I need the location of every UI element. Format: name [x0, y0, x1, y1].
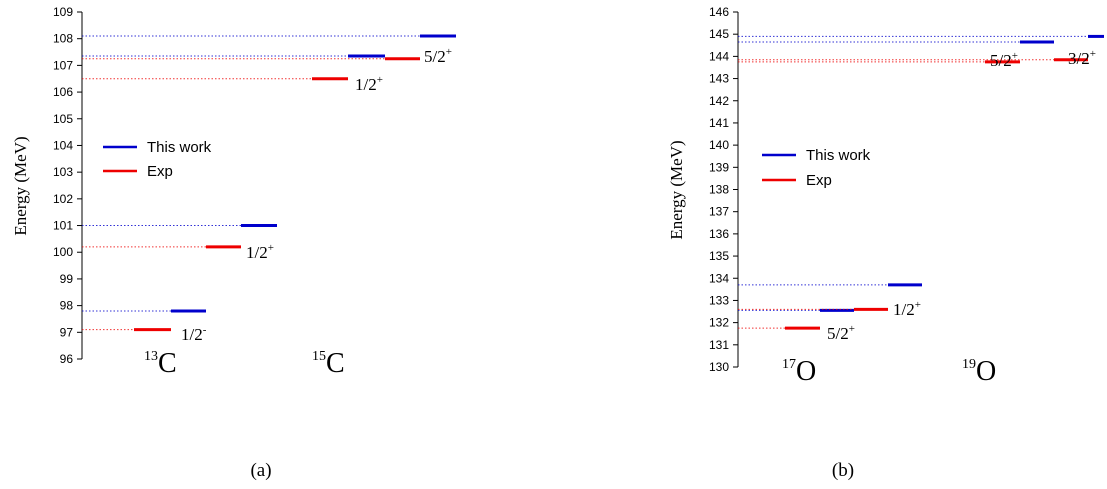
y-tick-label: 107 — [53, 58, 73, 72]
panel-1: 130 131 132 133 134 135 136 137 138 139 140 141 142 1… — [667, 5, 1104, 481]
legend-label: This work — [147, 139, 212, 156]
y-tick-label: 106 — [53, 85, 73, 99]
level-spin-label: 3/2+ — [1068, 48, 1096, 68]
level-spin-label: 1/2+ — [246, 242, 274, 262]
y-tick-label: 139 — [709, 160, 729, 174]
nucleus-label: 17O — [782, 356, 816, 387]
y-tick-label: 145 — [709, 27, 729, 41]
level-spin-label: 5/2+ — [990, 50, 1018, 70]
y-tick-label: 104 — [53, 138, 73, 152]
y-tick-label: 143 — [709, 72, 729, 86]
y-tick-label: 103 — [53, 165, 73, 179]
y-tick-label: 142 — [709, 94, 729, 108]
level-spin-label: 1/2+ — [893, 299, 921, 319]
level-spin-label: 1/2+ — [355, 74, 383, 94]
y-tick-label: 109 — [53, 5, 73, 19]
nucleus-label: 19O — [962, 356, 996, 387]
level-spin-label: 1/2- — [181, 324, 207, 344]
y-tick-label: 102 — [53, 192, 73, 206]
y-tick-label: 141 — [709, 116, 729, 130]
y-axis-title: Energy (MeV) — [667, 140, 686, 239]
y-tick-label: 131 — [709, 338, 729, 352]
y-tick-label: 97 — [60, 325, 74, 339]
y-tick-label: 137 — [709, 205, 729, 219]
legend-label: Exp — [806, 172, 832, 189]
y-tick-label: 133 — [709, 293, 729, 307]
y-tick-label: 98 — [60, 299, 74, 313]
panel-label: (a) — [250, 460, 271, 481]
panel-0: 96 97 98 99 100 101 102 103 104 105 106 107 108 109 En… — [11, 5, 456, 481]
y-tick-label: 99 — [60, 272, 74, 286]
y-tick-label: 100 — [53, 245, 73, 259]
nucleus-label: 15C — [312, 348, 345, 379]
y-axis-title: Energy (MeV) — [11, 136, 30, 235]
level-spin-label: 5/2+ — [827, 323, 855, 343]
legend-label: This work — [806, 147, 871, 164]
y-tick-label: 105 — [53, 112, 73, 126]
y-tick-label: 130 — [709, 360, 729, 374]
nucleus-label: 13C — [144, 348, 177, 379]
y-tick-label: 146 — [709, 5, 729, 19]
y-tick-label: 144 — [709, 49, 729, 63]
y-tick-label: 132 — [709, 316, 729, 330]
y-tick-label: 136 — [709, 227, 729, 241]
y-tick-label: 101 — [53, 219, 73, 233]
y-tick-label: 134 — [709, 271, 729, 285]
legend-label: Exp — [147, 163, 173, 180]
y-tick-label: 140 — [709, 138, 729, 152]
level-spin-label: 5/2+ — [424, 46, 452, 66]
y-tick-label: 108 — [53, 32, 73, 46]
y-tick-label: 135 — [709, 249, 729, 263]
y-tick-label: 138 — [709, 183, 729, 197]
panel-label: (b) — [832, 460, 854, 481]
y-tick-label: 96 — [60, 352, 74, 366]
